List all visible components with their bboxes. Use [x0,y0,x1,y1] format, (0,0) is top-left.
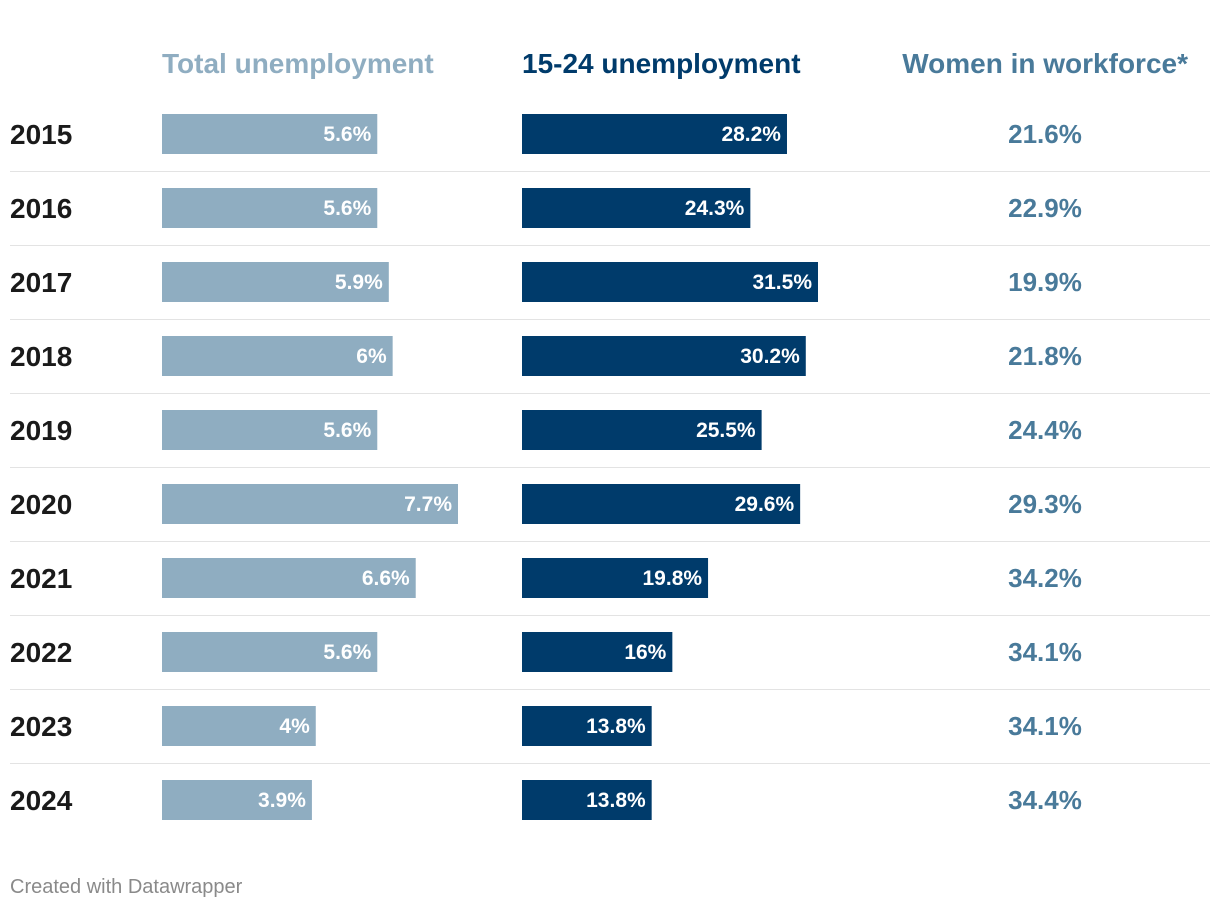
value-women-in-workforce: 19.9% [1008,267,1082,297]
bar-youth-unemployment [522,114,787,154]
row-year-label: 2022 [10,637,72,668]
header-women-in-workforce: Women in workforce* [902,48,1188,79]
bar-youth-unemployment [522,336,806,376]
bar-youth-unemployment [522,632,673,672]
bar-total-unemployment [162,780,312,820]
value-women-in-workforce: 34.4% [1008,785,1082,815]
bar-total-unemployment [162,632,378,672]
row-year-label: 2015 [10,119,72,150]
bar-youth-unemployment [522,780,652,820]
header-total-unemployment: Total unemployment [162,48,434,79]
label-youth-unemployment: 16% [624,641,666,664]
label-total-unemployment: 5.6% [323,419,371,442]
bar-youth-unemployment [522,262,818,302]
row-year-label: 2018 [10,341,72,372]
label-youth-unemployment: 19.8% [643,567,703,590]
label-total-unemployment: 6% [356,345,387,368]
label-youth-unemployment: 25.5% [696,419,756,442]
label-youth-unemployment: 13.8% [586,715,646,738]
value-women-in-workforce: 34.1% [1008,711,1082,741]
row-year-label: 2019 [10,415,72,446]
bar-youth-unemployment [522,706,652,746]
row-year-label: 2023 [10,711,72,742]
row-year-label: 2017 [10,267,72,298]
bar-total-unemployment [162,558,416,598]
bar-total-unemployment [162,706,316,746]
bar-total-unemployment [162,484,458,524]
row-year-label: 2024 [10,785,73,816]
value-women-in-workforce: 24.4% [1008,415,1082,445]
bar-total-unemployment [162,336,393,376]
bar-total-unemployment [162,410,378,450]
bar-youth-unemployment [522,484,801,524]
value-women-in-workforce: 29.3% [1008,489,1082,519]
label-total-unemployment: 4% [279,715,310,738]
value-women-in-workforce: 34.2% [1008,563,1082,593]
label-total-unemployment: 5.6% [323,197,371,220]
label-total-unemployment: 7.7% [404,493,452,516]
label-youth-unemployment: 29.6% [735,493,795,516]
label-youth-unemployment: 30.2% [740,345,800,368]
bar-youth-unemployment [522,410,762,450]
bar-youth-unemployment [522,558,709,598]
value-women-in-workforce: 22.9% [1008,193,1082,223]
row-year-label: 2016 [10,193,72,224]
label-youth-unemployment: 31.5% [752,271,812,294]
label-total-unemployment: 3.9% [258,789,306,812]
label-total-unemployment: 5.6% [323,123,371,146]
chart-table: Total unemployment 15-24 unemployment Wome… [10,48,1210,820]
footer-credit: Created with Datawrapper [10,876,243,898]
bar-total-unemployment [162,114,378,154]
value-women-in-workforce: 21.8% [1008,341,1082,371]
row-year-label: 2021 [10,563,72,594]
label-youth-unemployment: 24.3% [685,197,745,220]
label-youth-unemployment: 28.2% [721,123,781,146]
label-total-unemployment: 6.6% [362,567,410,590]
label-total-unemployment: 5.9% [335,271,383,294]
bar-total-unemployment [162,262,389,302]
label-total-unemployment: 5.6% [323,641,371,664]
header-youth-unemployment: 15-24 unemployment [522,48,801,79]
row-year-label: 2020 [10,489,72,520]
label-youth-unemployment: 13.8% [586,789,646,812]
bar-total-unemployment [162,188,378,228]
value-women-in-workforce: 21.6% [1008,119,1082,149]
bar-youth-unemployment [522,188,751,228]
value-women-in-workforce: 34.1% [1008,637,1082,667]
